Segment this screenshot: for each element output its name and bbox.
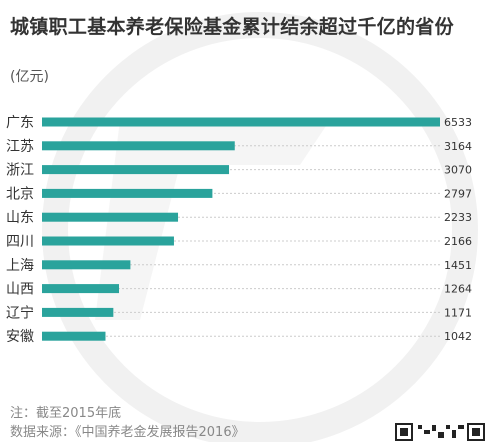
qr-code-icon [394,422,494,442]
footnote: 注：截至2015年底 [10,406,122,421]
value-label: 2233 [444,211,472,224]
category-label: 上海 [6,258,34,274]
value-label: 3070 [444,164,472,177]
bar-2 [42,141,235,151]
value-label: 6533 [444,116,472,129]
bar-7 [42,260,131,270]
bar-8 [42,284,120,294]
category-label: 山西 [6,282,34,298]
source-note: 数据来源：《中国养老金发展报告2016》 [10,425,245,440]
value-label: 1171 [444,306,472,319]
bar-9 [42,307,114,317]
bar-5 [42,212,179,222]
category-label: 辽宁 [6,304,34,321]
category-label: 北京 [6,186,34,202]
category-label: 江苏 [6,139,34,155]
unit-label: (亿元) [10,69,49,85]
bar-10 [42,331,106,341]
bar-4 [42,188,213,198]
value-label: 2166 [444,235,472,248]
category-label: 浙江 [6,163,34,179]
value-label: 1264 [444,283,472,296]
bar-6 [42,236,174,246]
value-label: 1042 [444,330,472,343]
bar-3 [42,165,230,175]
category-label: 安徽 [6,329,34,345]
category-label: 四川 [6,234,34,250]
bar-1 [42,117,440,127]
value-label: 1451 [444,259,472,272]
category-label: 山东 [6,210,34,226]
chart-title: 城镇职工基本养老保险基金累计结余超过千亿的省份 [10,16,454,38]
category-label: 广东 [6,115,34,131]
value-label: 2797 [444,187,472,200]
value-label: 3164 [444,140,472,153]
